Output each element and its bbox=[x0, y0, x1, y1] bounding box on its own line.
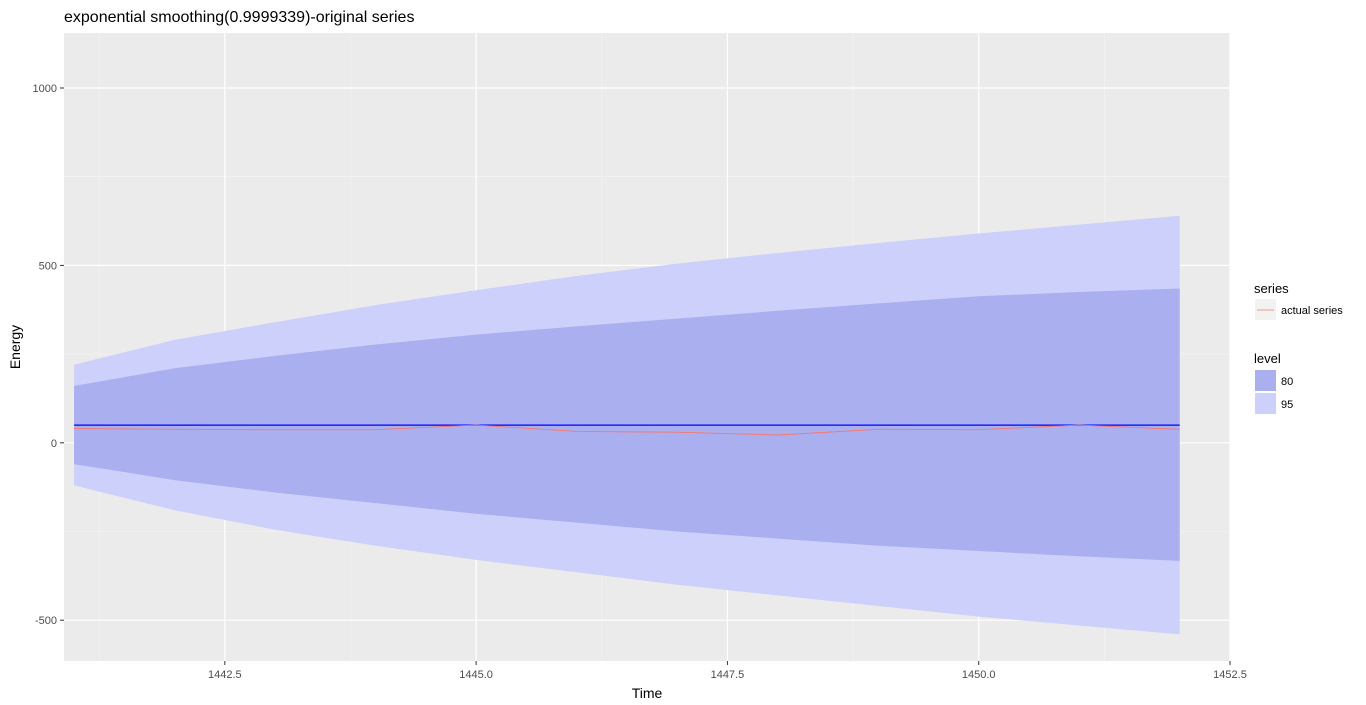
y-tick-label: 0 bbox=[51, 438, 57, 450]
actual-series-line bbox=[74, 424, 1180, 436]
legend-series-title: series bbox=[1254, 281, 1289, 296]
x-tick-label: 1442.5 bbox=[208, 669, 242, 681]
x-axis-title: Time bbox=[632, 685, 663, 701]
y-tick-label: 1000 bbox=[33, 83, 57, 95]
legend-label-actual: actual series bbox=[1281, 305, 1343, 317]
legend-key-95 bbox=[1255, 393, 1276, 414]
chart-title: exponential smoothing(0.9999339)-origina… bbox=[64, 9, 414, 26]
x-tick-label: 1445.0 bbox=[459, 669, 493, 681]
x-tick-label: 1447.5 bbox=[711, 669, 745, 681]
series-lines bbox=[74, 424, 1180, 436]
legend-key-80 bbox=[1255, 370, 1276, 391]
y-tick-label: -500 bbox=[35, 615, 57, 627]
legend: series actual series level 80 95 bbox=[1254, 281, 1343, 414]
legend-key-bg-actual bbox=[1255, 299, 1276, 320]
y-tick-label: 500 bbox=[39, 260, 57, 272]
legend-label-95: 95 bbox=[1281, 399, 1293, 411]
y-axis-ticks: 1000 500 0 -500 bbox=[33, 83, 64, 627]
x-tick-label: 1452.5 bbox=[1213, 669, 1247, 681]
x-axis-ticks: 1442.5 1445.0 1447.5 1450.0 1452.5 bbox=[208, 661, 1247, 681]
legend-label-80: 80 bbox=[1281, 376, 1293, 388]
x-tick-label: 1450.0 bbox=[962, 669, 996, 681]
legend-level-title: level bbox=[1254, 351, 1281, 366]
y-axis-title: Energy bbox=[7, 325, 23, 369]
